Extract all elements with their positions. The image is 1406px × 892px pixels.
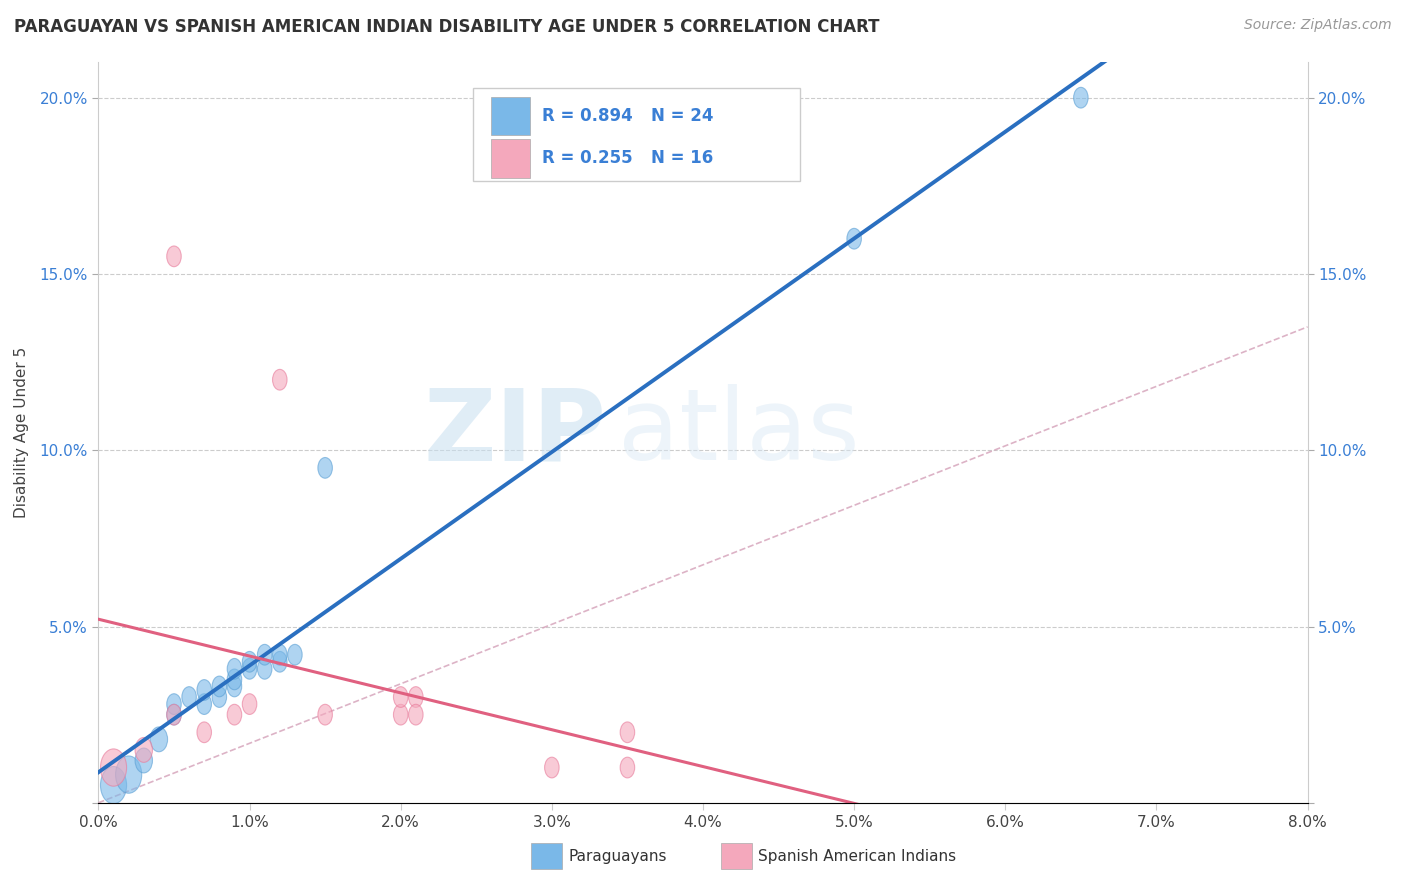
Ellipse shape: [228, 658, 242, 679]
Text: R = 0.894: R = 0.894: [543, 107, 633, 125]
Ellipse shape: [167, 705, 181, 725]
Text: Spanish American Indians: Spanish American Indians: [758, 849, 956, 863]
Text: Paraguayans: Paraguayans: [568, 849, 666, 863]
Ellipse shape: [318, 458, 332, 478]
Text: ZIP: ZIP: [423, 384, 606, 481]
Ellipse shape: [544, 757, 560, 778]
Ellipse shape: [409, 705, 423, 725]
Y-axis label: Disability Age Under 5: Disability Age Under 5: [14, 347, 28, 518]
Ellipse shape: [620, 722, 634, 743]
Ellipse shape: [257, 644, 271, 665]
Ellipse shape: [288, 644, 302, 665]
Text: Source: ZipAtlas.com: Source: ZipAtlas.com: [1244, 18, 1392, 32]
Ellipse shape: [115, 756, 142, 793]
Ellipse shape: [167, 246, 181, 267]
Ellipse shape: [167, 694, 181, 714]
Ellipse shape: [228, 705, 242, 725]
Ellipse shape: [273, 369, 287, 390]
Ellipse shape: [409, 687, 423, 707]
Ellipse shape: [846, 228, 862, 249]
Ellipse shape: [273, 651, 287, 673]
Ellipse shape: [242, 694, 257, 714]
Ellipse shape: [1074, 87, 1088, 108]
Ellipse shape: [228, 676, 242, 697]
Ellipse shape: [273, 644, 287, 665]
Ellipse shape: [212, 676, 226, 697]
Ellipse shape: [135, 738, 152, 763]
Text: atlas: atlas: [619, 384, 860, 481]
Ellipse shape: [318, 705, 332, 725]
Text: PARAGUAYAN VS SPANISH AMERICAN INDIAN DISABILITY AGE UNDER 5 CORRELATION CHART: PARAGUAYAN VS SPANISH AMERICAN INDIAN DI…: [14, 18, 880, 36]
Ellipse shape: [100, 749, 127, 786]
Ellipse shape: [167, 705, 181, 725]
Text: N = 16: N = 16: [651, 150, 713, 168]
Ellipse shape: [394, 705, 408, 725]
Ellipse shape: [181, 687, 197, 707]
Text: N = 24: N = 24: [651, 107, 713, 125]
Ellipse shape: [212, 687, 226, 707]
Ellipse shape: [197, 722, 211, 743]
Ellipse shape: [394, 687, 408, 707]
Ellipse shape: [620, 757, 634, 778]
Text: R = 0.255: R = 0.255: [543, 150, 633, 168]
Ellipse shape: [100, 766, 127, 804]
Ellipse shape: [150, 727, 167, 752]
Ellipse shape: [228, 669, 242, 690]
FancyBboxPatch shape: [474, 88, 800, 181]
FancyBboxPatch shape: [492, 139, 530, 178]
FancyBboxPatch shape: [492, 96, 530, 136]
Ellipse shape: [197, 694, 211, 714]
Ellipse shape: [242, 651, 257, 673]
Ellipse shape: [135, 748, 152, 773]
Ellipse shape: [197, 680, 211, 700]
Ellipse shape: [242, 658, 257, 679]
Ellipse shape: [257, 658, 271, 679]
